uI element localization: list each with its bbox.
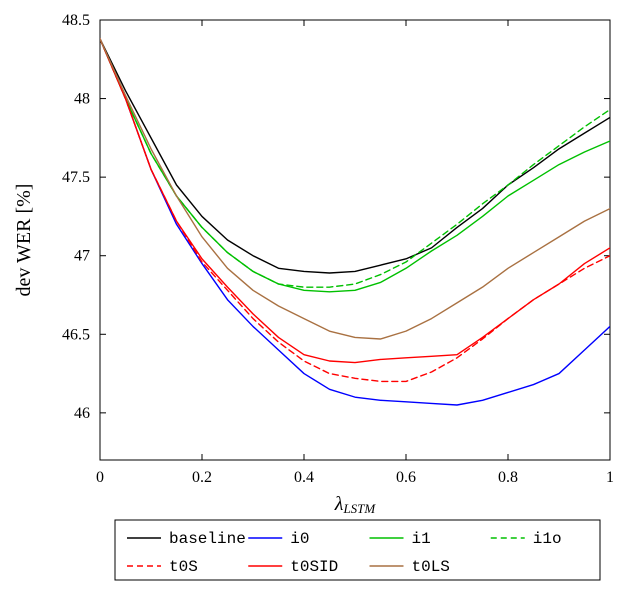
series-t0SID <box>100 39 610 363</box>
x-axis-label: λLSTM <box>334 493 377 516</box>
series-t0S <box>100 39 610 382</box>
series-group <box>100 39 610 405</box>
xtick-label: 1 <box>606 469 614 486</box>
xtick-label: 0.8 <box>498 469 518 486</box>
legend-label-baseline: baseline <box>169 530 246 548</box>
legend-label-i1: i1 <box>412 530 431 548</box>
legend-label-i0: i0 <box>290 530 309 548</box>
chart-svg: 0 0.2 0.4 0.6 0.8 1 46 46.5 47 47.5 48 48.5 λLSTM dev… <box>0 0 640 604</box>
ytick-label: 48.5 <box>62 12 90 29</box>
legend-label-t0SID: t0SID <box>290 558 338 576</box>
ytick-label: 48 <box>74 91 90 108</box>
xtick-label: 0.6 <box>396 469 416 486</box>
xtick-label: 0 <box>96 469 104 486</box>
series-i1o <box>100 39 610 287</box>
xtick-label: 0.4 <box>294 469 314 486</box>
legend-label-t0LS: t0LS <box>412 558 450 576</box>
ytick-label: 47 <box>74 248 90 265</box>
ytick-label: 46 <box>74 405 90 422</box>
series-t0LS <box>100 39 610 339</box>
ytick-label: 47.5 <box>62 169 90 186</box>
xtick-label: 0.2 <box>192 469 212 486</box>
plot-area <box>100 20 610 460</box>
legend-label-i1o: i1o <box>533 530 562 548</box>
y-axis-label: dev WER [%] <box>13 184 35 297</box>
legend-label-t0S: t0S <box>169 558 198 576</box>
ytick-label: 46.5 <box>62 326 90 343</box>
series-baseline <box>100 39 610 273</box>
wer-chart-figure: 0 0.2 0.4 0.6 0.8 1 46 46.5 47 47.5 48 48.5 λLSTM dev… <box>0 0 640 604</box>
